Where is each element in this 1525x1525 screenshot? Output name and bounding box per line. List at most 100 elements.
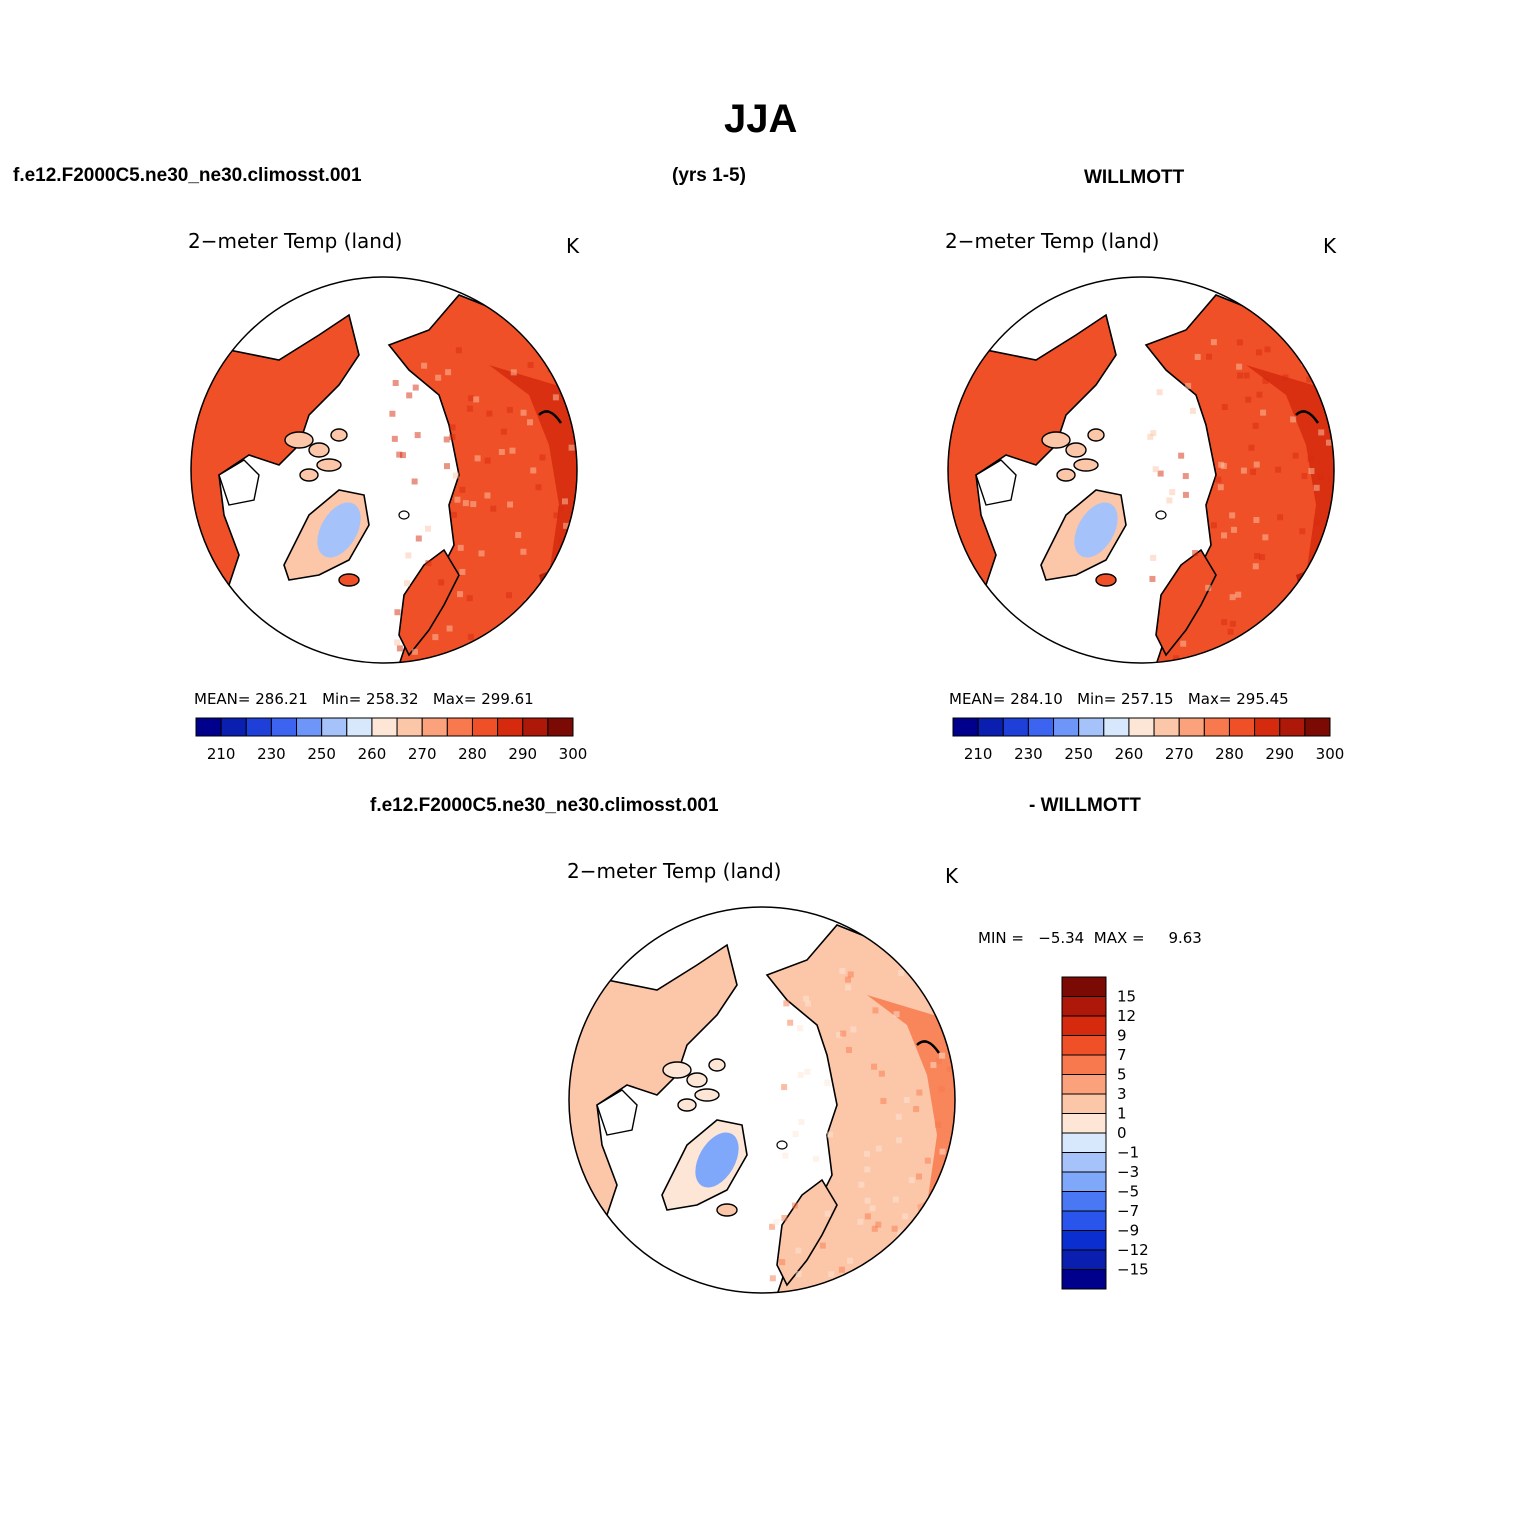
texture-cell — [838, 1266, 845, 1273]
texture-cell — [1308, 468, 1315, 475]
arctic-island — [686, 1072, 708, 1088]
texture-cell — [1261, 661, 1268, 663]
texture-cell — [498, 448, 505, 455]
texture-cell — [880, 1097, 887, 1104]
texture-cell — [1292, 659, 1299, 663]
texture-cell — [530, 467, 537, 474]
texture-cell — [840, 1030, 847, 1037]
colorbar-tick-label: 1 — [1117, 1105, 1127, 1123]
texture-cell — [813, 1155, 820, 1162]
texture-cell — [535, 484, 542, 491]
texture-cell — [486, 410, 493, 417]
texture-cell — [1327, 476, 1334, 483]
model-panel-title: 2−meter Temp (land) — [188, 229, 403, 253]
map-layer — [948, 277, 1346, 663]
texture-cell — [1245, 396, 1252, 403]
texture-cell — [872, 1007, 879, 1014]
colorbar-tick-label: 5 — [1117, 1066, 1127, 1084]
texture-cell — [1250, 468, 1257, 475]
texture-cell — [1300, 661, 1307, 663]
texture-cell — [1282, 374, 1289, 381]
texture-cell — [507, 501, 514, 508]
colorbar-tick-label: 300 — [559, 745, 588, 763]
colorbar-tick-label: 230 — [257, 745, 286, 763]
texture-cell — [459, 568, 466, 575]
texture-cell — [1310, 613, 1317, 620]
arctic-island — [330, 428, 348, 442]
arctic-island — [1041, 431, 1071, 449]
colorbar-tick-label: 230 — [1014, 745, 1043, 763]
texture-cell — [1236, 339, 1243, 346]
colorbar-box — [1254, 717, 1281, 737]
texture-cell — [895, 1113, 902, 1120]
texture-cell — [1339, 340, 1345, 346]
colorbar-tick-label: 12 — [1117, 1007, 1136, 1025]
texture-cell — [1180, 640, 1187, 647]
texture-cell — [938, 1086, 945, 1093]
texture-cell — [953, 1271, 955, 1278]
colorbar-box — [446, 717, 473, 737]
colorbar-box — [1061, 976, 1107, 997]
texture-cell — [553, 512, 560, 519]
texture-cell — [1260, 409, 1267, 416]
texture-cell — [769, 1275, 776, 1282]
texture-cell — [871, 1225, 878, 1232]
diff-case-header: f.e12.F2000C5.ne30_ne30.climosst.001 — [370, 795, 719, 816]
texture-cell — [819, 1242, 826, 1249]
texture-cell — [404, 580, 411, 587]
texture-cell — [864, 1150, 871, 1157]
texture-cell — [457, 659, 464, 663]
texture-cell — [1147, 433, 1154, 440]
texture-cell — [845, 984, 852, 991]
texture-cell — [527, 362, 534, 369]
texture-cell — [939, 1052, 946, 1059]
texture-cell — [1248, 657, 1255, 663]
texture-cell — [1340, 397, 1346, 403]
texture-cell — [457, 544, 464, 551]
arctic-island — [1087, 428, 1105, 442]
colorbar-box — [1061, 1132, 1107, 1153]
texture-cell — [795, 1271, 802, 1278]
texture-cell — [875, 1145, 882, 1152]
colorbar-tick-label: 260 — [358, 745, 387, 763]
texture-cell — [484, 457, 491, 464]
texture-cell — [845, 1046, 852, 1053]
texture-cell — [539, 454, 546, 461]
texture-cell — [1254, 552, 1261, 559]
texture-cell — [452, 472, 459, 479]
texture-cell — [1221, 532, 1228, 539]
map-boundary — [190, 276, 578, 664]
texture-cell — [924, 1157, 931, 1164]
texture-cell — [445, 369, 452, 376]
texture-cell — [1253, 643, 1260, 650]
texture-cell — [1275, 466, 1282, 473]
texture-cell — [1262, 377, 1269, 384]
colorbar-box — [1061, 1171, 1107, 1192]
diff-obs-header: - WILLMOTT — [1029, 795, 1141, 816]
texture-cell — [858, 1181, 865, 1188]
obs-mean-label: MEAN= — [949, 690, 1006, 708]
texture-cell — [864, 1166, 871, 1173]
texture-cell — [1248, 444, 1255, 451]
hudson-bay — [975, 459, 1017, 506]
texture-cell — [566, 638, 573, 645]
map-layer — [191, 277, 577, 663]
texture-cell — [1318, 429, 1325, 436]
texture-cell — [828, 1271, 835, 1278]
colorbar-box — [1228, 717, 1256, 737]
colorbar-tick-label: 280 — [458, 745, 487, 763]
texture-cell — [1182, 491, 1189, 498]
colorbar-tick-label: 270 — [1165, 745, 1194, 763]
greenland-ice-sheet — [1074, 502, 1118, 558]
texture-cell — [405, 552, 412, 559]
texture-cell — [913, 1106, 920, 1113]
texture-cell — [824, 1079, 831, 1086]
kamchatka-coast — [1295, 410, 1320, 424]
texture-cell — [1339, 552, 1345, 558]
arctic-island — [677, 1098, 697, 1112]
texture-cell — [399, 452, 406, 459]
texture-cell — [935, 1121, 942, 1128]
texture-cell — [454, 496, 461, 503]
colorbar-box — [1153, 717, 1180, 737]
texture-cell — [1307, 455, 1314, 462]
